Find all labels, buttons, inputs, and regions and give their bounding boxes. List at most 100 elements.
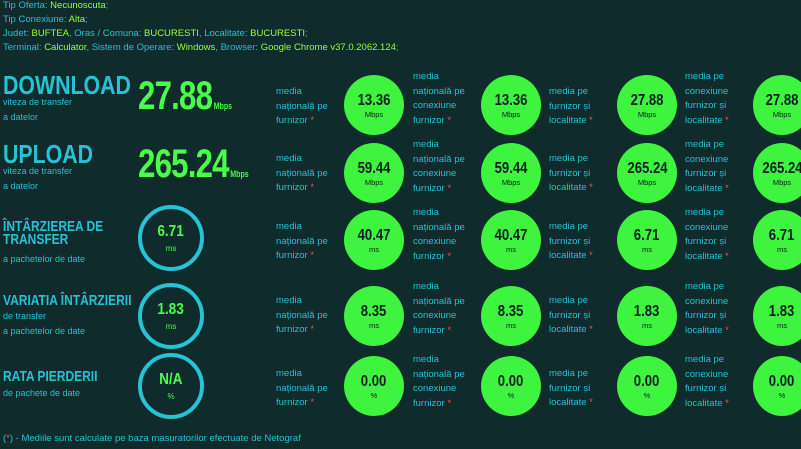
label-line: conexiune bbox=[413, 236, 457, 247]
label-line: națională pe bbox=[413, 153, 465, 165]
label-line: furnizor bbox=[413, 324, 445, 336]
avg-number: 0.00 bbox=[361, 372, 387, 390]
info-key: Terminal: bbox=[3, 42, 45, 53]
info-line-location: Judet: BUFTEA, Oras / Comuna: BUCURESTI,… bbox=[3, 28, 308, 40]
avg-circle: 265.24 Mbps bbox=[617, 143, 677, 203]
avg-circle: 8.35 ms bbox=[344, 286, 404, 346]
label-line: media bbox=[413, 281, 439, 292]
required-star: * bbox=[447, 397, 452, 409]
label-line: furnizor bbox=[276, 115, 308, 126]
avg-number: 27.88 bbox=[765, 91, 799, 109]
label-line: furnizor și bbox=[549, 100, 591, 112]
info-key: Localitate: bbox=[204, 28, 251, 39]
label-line: media bbox=[276, 368, 302, 379]
label-line: conexiune bbox=[413, 310, 457, 321]
avg-unit: Mbps bbox=[637, 177, 657, 187]
avg-number: 0.00 bbox=[498, 372, 524, 390]
label-line: națională pe bbox=[276, 167, 328, 179]
label-line: furnizor bbox=[276, 250, 308, 261]
download-subtitle-2: a datelor bbox=[3, 112, 39, 122]
label-line: media pe bbox=[685, 281, 725, 292]
label-line: națională pe bbox=[413, 295, 465, 307]
avg-circle: 59.44 Mbps bbox=[481, 143, 541, 203]
avg-number: 59.44 bbox=[357, 159, 391, 177]
label-line: conexiune bbox=[685, 85, 729, 97]
jitter-subtitle-1: de transfer bbox=[3, 311, 47, 321]
avg-circle: 40.47 ms bbox=[481, 210, 541, 270]
label-line: națională pe bbox=[413, 221, 465, 233]
avg-number: 0.00 bbox=[769, 372, 795, 390]
label-line: furnizor bbox=[276, 397, 308, 408]
label-line: localitate bbox=[685, 250, 723, 262]
label-line: media pe bbox=[685, 139, 725, 150]
info-key: Judet: bbox=[3, 28, 32, 39]
avg-number: 0.00 bbox=[634, 372, 660, 390]
avg-circle: 0.00% bbox=[481, 356, 541, 416]
avg-unit: Mbps bbox=[637, 109, 657, 119]
label-line: conexiune bbox=[685, 221, 729, 233]
avg-unit: ms bbox=[369, 320, 379, 330]
required-star: * bbox=[589, 250, 593, 261]
required-star: * bbox=[725, 250, 729, 262]
info-value: BUCURESTI bbox=[144, 28, 199, 39]
label-line: furnizor și bbox=[685, 100, 727, 111]
label-line: media bbox=[413, 354, 439, 365]
required-star: * bbox=[6, 433, 10, 444]
upload-subtitle-2: a datelor bbox=[3, 181, 39, 191]
avg-circle: 1.83 ms bbox=[753, 286, 801, 346]
avg-circle: 0.00% bbox=[344, 356, 404, 416]
upload-unit: Mbps bbox=[230, 169, 249, 179]
label-line: națională pe bbox=[413, 368, 465, 380]
avg-unit: ms bbox=[369, 244, 379, 254]
download-value: 27.88 Mbps bbox=[138, 74, 232, 119]
label-national-provider: media națională pe furnizor * bbox=[276, 294, 328, 338]
label-national-connection-provider: media națională pe conexiune furnizor * bbox=[413, 353, 465, 411]
avg-unit: Mbps bbox=[772, 109, 792, 119]
label-national-connection-provider: media națională pe conexiune furnizor * bbox=[413, 70, 465, 128]
required-star: * bbox=[725, 114, 729, 126]
label-line: media pe bbox=[549, 153, 589, 164]
info-value: BUFTEA bbox=[31, 28, 70, 39]
label-line: media bbox=[276, 86, 302, 97]
label-provider-locality: media pe furnizor și localitate * bbox=[549, 367, 593, 411]
avg-unit: % bbox=[643, 390, 651, 400]
label-line: media bbox=[413, 207, 439, 218]
label-line: conexiune bbox=[413, 383, 457, 394]
label-line: furnizor și bbox=[685, 236, 727, 247]
upload-title: UPLOAD bbox=[3, 139, 94, 169]
avg-circle: 265.24 Mbps bbox=[753, 143, 801, 203]
label-national-provider: media națională pe furnizor * bbox=[276, 85, 328, 129]
label-line: media bbox=[276, 295, 302, 306]
label-line: localitate bbox=[685, 397, 723, 409]
packet-loss-subtitle: de pachete de date bbox=[3, 388, 81, 398]
info-line-terminal: Terminal: Calculator, Sistem de Operare:… bbox=[3, 42, 399, 54]
info-value: Alta bbox=[68, 14, 86, 25]
packet-loss-number: N/A bbox=[159, 371, 183, 388]
info-value: Google Chrome v37.0.2062.124 bbox=[260, 42, 396, 53]
avg-number: 8.35 bbox=[498, 302, 524, 320]
avg-circle: 27.88 Mbps bbox=[753, 75, 801, 135]
avg-number: 40.47 bbox=[494, 226, 528, 244]
jitter-unit: ms bbox=[165, 322, 177, 331]
avg-unit: Mbps bbox=[364, 109, 384, 119]
label-line: furnizor bbox=[413, 397, 445, 409]
label-line: localitate bbox=[549, 115, 587, 126]
required-star: * bbox=[725, 324, 729, 336]
label-line: localitate bbox=[549, 324, 587, 335]
label-line: localitate bbox=[685, 114, 723, 126]
avg-number: 1.83 bbox=[769, 302, 795, 320]
latency-title-line-2: TRANSFER bbox=[3, 231, 69, 248]
avg-unit: Mbps bbox=[501, 177, 521, 187]
required-star: * bbox=[447, 250, 452, 262]
label-line: furnizor bbox=[413, 114, 445, 126]
required-star: * bbox=[447, 114, 452, 126]
info-sep: , bbox=[215, 42, 221, 53]
footer-text: - Mediile sunt calculate pe baza masurat… bbox=[13, 433, 301, 444]
info-sep: , bbox=[86, 42, 92, 53]
label-line: media pe bbox=[549, 368, 589, 379]
required-star: * bbox=[725, 397, 729, 409]
required-star: * bbox=[589, 115, 593, 126]
info-line-offer: Tip Oferta: Necunoscuta; bbox=[3, 0, 108, 12]
label-line: media pe bbox=[549, 295, 589, 306]
avg-circle: 59.44 Mbps bbox=[344, 143, 404, 203]
